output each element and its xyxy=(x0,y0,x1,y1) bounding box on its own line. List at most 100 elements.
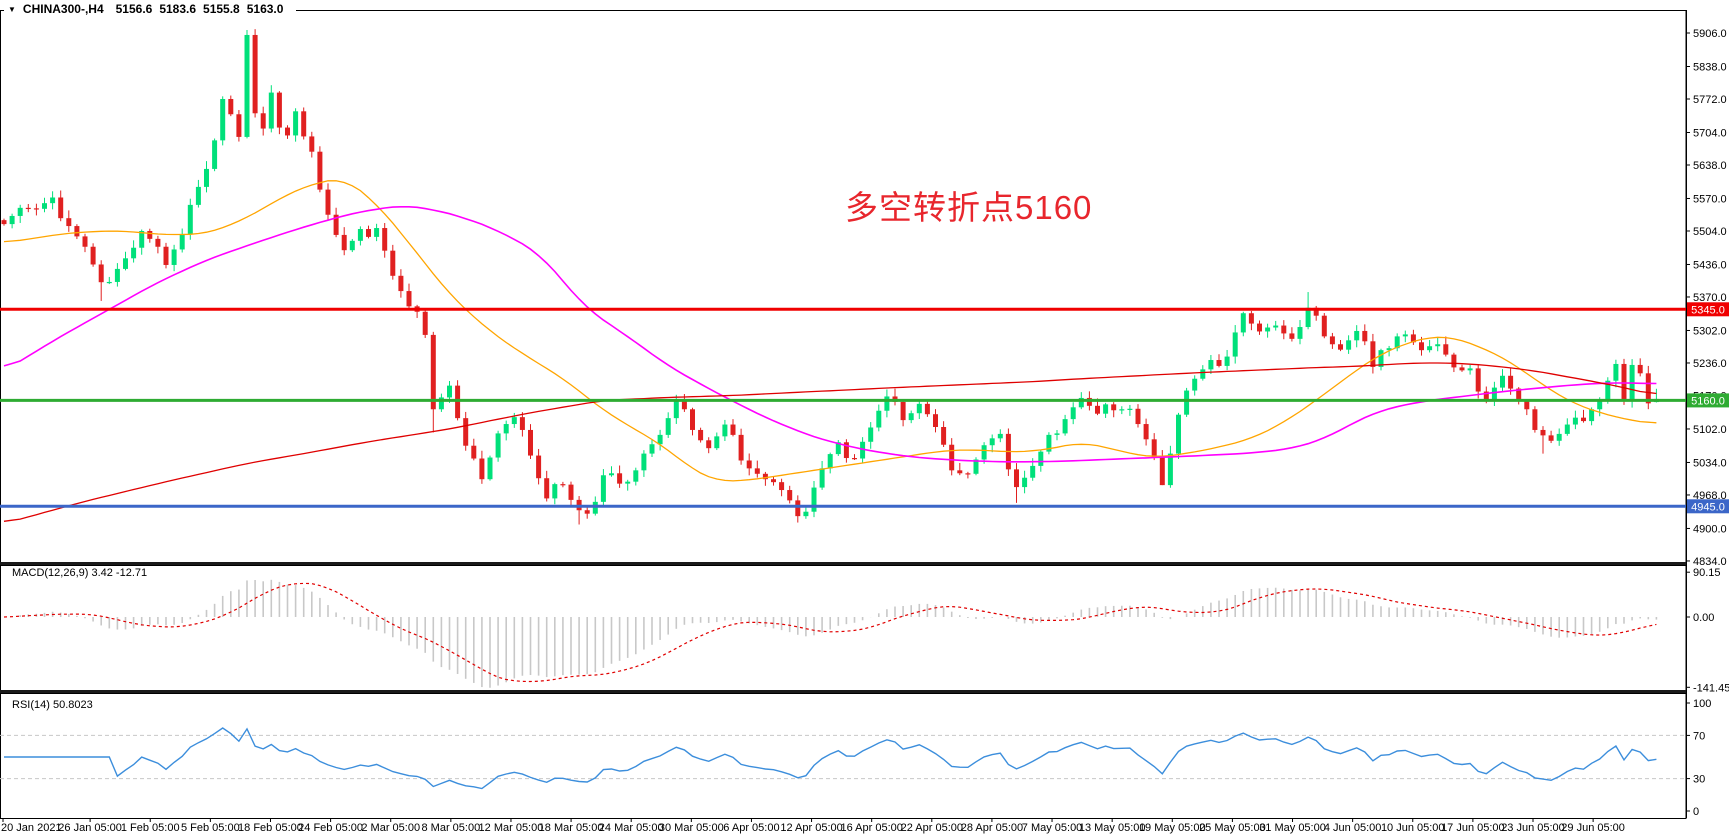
candle-body xyxy=(552,484,558,499)
candle-body xyxy=(479,458,485,480)
symbol-period-label: CHINA300-,H4 xyxy=(22,2,104,16)
date-tick-label: 6 Apr 05:00 xyxy=(723,822,779,834)
date-tick-label: 2 Mar 05:00 xyxy=(361,822,420,834)
candle-body xyxy=(560,484,566,486)
symbol-dropdown-icon[interactable]: ▼ xyxy=(8,4,16,14)
candle-body xyxy=(357,229,363,241)
candle-body xyxy=(1589,409,1595,422)
candle-body xyxy=(1605,380,1611,400)
candle-body xyxy=(1095,405,1100,414)
candle-body xyxy=(730,424,736,435)
candle-body xyxy=(536,455,542,479)
candle-body xyxy=(106,281,112,284)
pivot-price-badge: 5160.0 xyxy=(1687,393,1729,408)
candle-body xyxy=(1564,424,1570,434)
candle-body xyxy=(1427,346,1433,351)
date-tick-label: 18 Feb 05:00 xyxy=(238,822,303,834)
date-tick-label: 12 Mar 05:00 xyxy=(479,822,544,834)
candle-body xyxy=(1030,465,1036,478)
candle-body xyxy=(66,218,72,227)
date-tick-label: 1 Feb 05:00 xyxy=(121,822,180,834)
candle-body xyxy=(916,403,922,414)
candle-body xyxy=(220,98,226,141)
candle-body xyxy=(1103,404,1109,414)
price-tick-label: 5638.0 xyxy=(1693,160,1727,172)
candle-body xyxy=(941,427,947,445)
rsi-label: RSI(14) 50.8023 xyxy=(12,699,96,711)
candle-body xyxy=(519,417,525,430)
candle-body xyxy=(17,207,23,216)
candle-body xyxy=(884,396,890,411)
candle-body xyxy=(317,151,323,190)
date-tick-label: 31 May 05:00 xyxy=(1259,822,1326,834)
date-tick-label: 12 Apr 05:00 xyxy=(780,822,842,834)
candle-body xyxy=(1500,375,1505,388)
candle-body xyxy=(471,445,477,459)
candle-body xyxy=(957,470,963,474)
candle-body xyxy=(163,246,169,265)
candle-body xyxy=(495,433,501,458)
pivot-badge-bg xyxy=(1687,393,1729,408)
candle-body xyxy=(835,442,841,455)
candle-body xyxy=(1070,407,1076,420)
candle-body xyxy=(1637,364,1643,374)
candle-body xyxy=(1613,363,1619,381)
candle-body xyxy=(1597,399,1603,410)
candle-body xyxy=(204,168,209,187)
price-tick-label: 5504.0 xyxy=(1693,226,1727,238)
candle-body xyxy=(430,334,436,410)
candle-body xyxy=(625,481,631,484)
candle-body xyxy=(690,409,695,430)
candle-body xyxy=(860,441,866,459)
candle-body xyxy=(1257,323,1262,332)
candle-body xyxy=(1248,313,1254,324)
rsi-tick-label: 70 xyxy=(1693,730,1705,742)
price-tick-label: 5370.0 xyxy=(1693,292,1727,304)
price-tick-label: 5236.0 xyxy=(1693,358,1727,370)
date-tick-label: 23 Jun 05:00 xyxy=(1501,822,1565,834)
candle-body xyxy=(1329,336,1335,345)
candle-body xyxy=(1645,373,1651,404)
candle-body xyxy=(754,468,760,474)
candle-body xyxy=(139,230,145,248)
macd-histogram xyxy=(11,579,1658,688)
candle-body xyxy=(1581,417,1586,422)
price-axis-labels: 5906.0 5838.0 5772.0 5704.0 5638.0 5570.0 5504… xyxy=(1686,28,1727,568)
candle-body xyxy=(997,433,1003,439)
candle-body xyxy=(1216,360,1222,366)
candle-body xyxy=(1508,375,1514,389)
macd-tick-label: -141.45 xyxy=(1693,682,1729,694)
candle-body xyxy=(463,418,469,446)
candle-body xyxy=(1370,341,1376,367)
candle-body xyxy=(1467,368,1473,371)
candle-body xyxy=(965,473,971,475)
candle-body xyxy=(1265,327,1271,332)
candle-body xyxy=(1127,408,1133,410)
rsi-panel-frame xyxy=(0,693,1687,819)
candle-body xyxy=(1459,367,1465,371)
candle-body xyxy=(949,444,955,471)
candle-body xyxy=(1184,390,1190,415)
macd-tick-label: 90.15 xyxy=(1693,567,1721,579)
candle-body xyxy=(179,233,185,250)
candle-body xyxy=(1532,409,1538,430)
candle-body xyxy=(827,454,833,469)
resistance-badge-bg xyxy=(1687,302,1729,317)
key-levels-layer xyxy=(0,307,1686,508)
candle-body xyxy=(293,111,299,136)
candle-body xyxy=(1354,330,1360,341)
annotation-text: 多空转折点5160 xyxy=(845,189,1093,226)
quote-open: 5156.6 xyxy=(115,2,153,16)
price-tick-label: 4968.0 xyxy=(1693,490,1727,502)
candle-body xyxy=(989,438,995,446)
candle-body xyxy=(1046,434,1052,452)
candle-body xyxy=(1475,368,1481,392)
candle-body xyxy=(244,34,250,137)
candle-body xyxy=(762,473,768,480)
date-tick-label: 20 Jan 2021 xyxy=(1,822,62,834)
candle-body xyxy=(787,490,793,501)
panel-divider-2 xyxy=(0,690,1686,693)
quote-low: 5155.8 xyxy=(203,2,240,16)
price-tick-label: 5906.0 xyxy=(1693,28,1727,40)
